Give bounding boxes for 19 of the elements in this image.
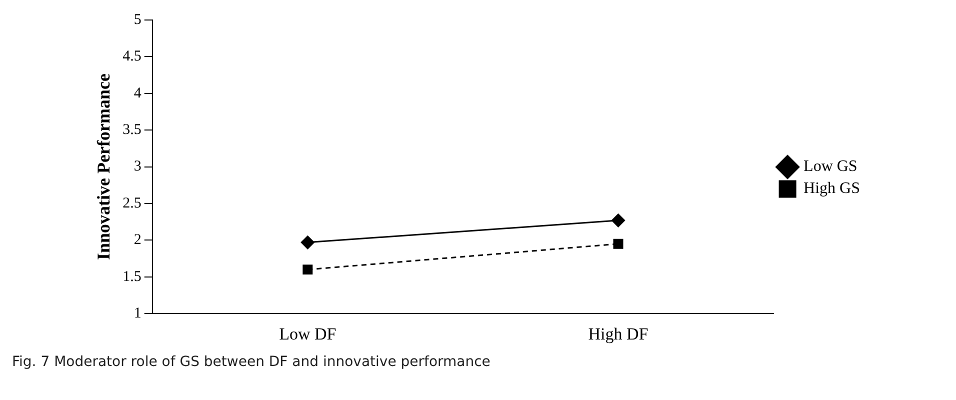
y-tick-label: 3 <box>134 158 142 175</box>
y-tick-label: 1.5 <box>122 268 142 285</box>
point <box>613 238 624 249</box>
point <box>302 264 313 275</box>
legend-label: Low GS <box>804 158 858 176</box>
y-tick-label: 1 <box>134 306 142 322</box>
y-tick-label: 4.5 <box>122 48 142 65</box>
point <box>611 214 625 228</box>
y-tick-label: 2.5 <box>122 195 142 212</box>
x-tick-label: High DF <box>588 324 648 344</box>
x-tick-label: Low DF <box>279 324 336 344</box>
caption: Fig. 7 Moderator role of GS between DF and innovative performance <box>12 354 490 370</box>
legend-label: High GS <box>804 180 860 198</box>
y-axis-title: Innovative Performance <box>93 74 114 260</box>
y-tick-label: 4 <box>134 85 142 102</box>
y-tick-label: 5 <box>134 12 142 28</box>
point <box>300 236 314 250</box>
y-tick-label: 3.5 <box>122 122 142 138</box>
y-tick-label: 2 <box>134 232 142 248</box>
